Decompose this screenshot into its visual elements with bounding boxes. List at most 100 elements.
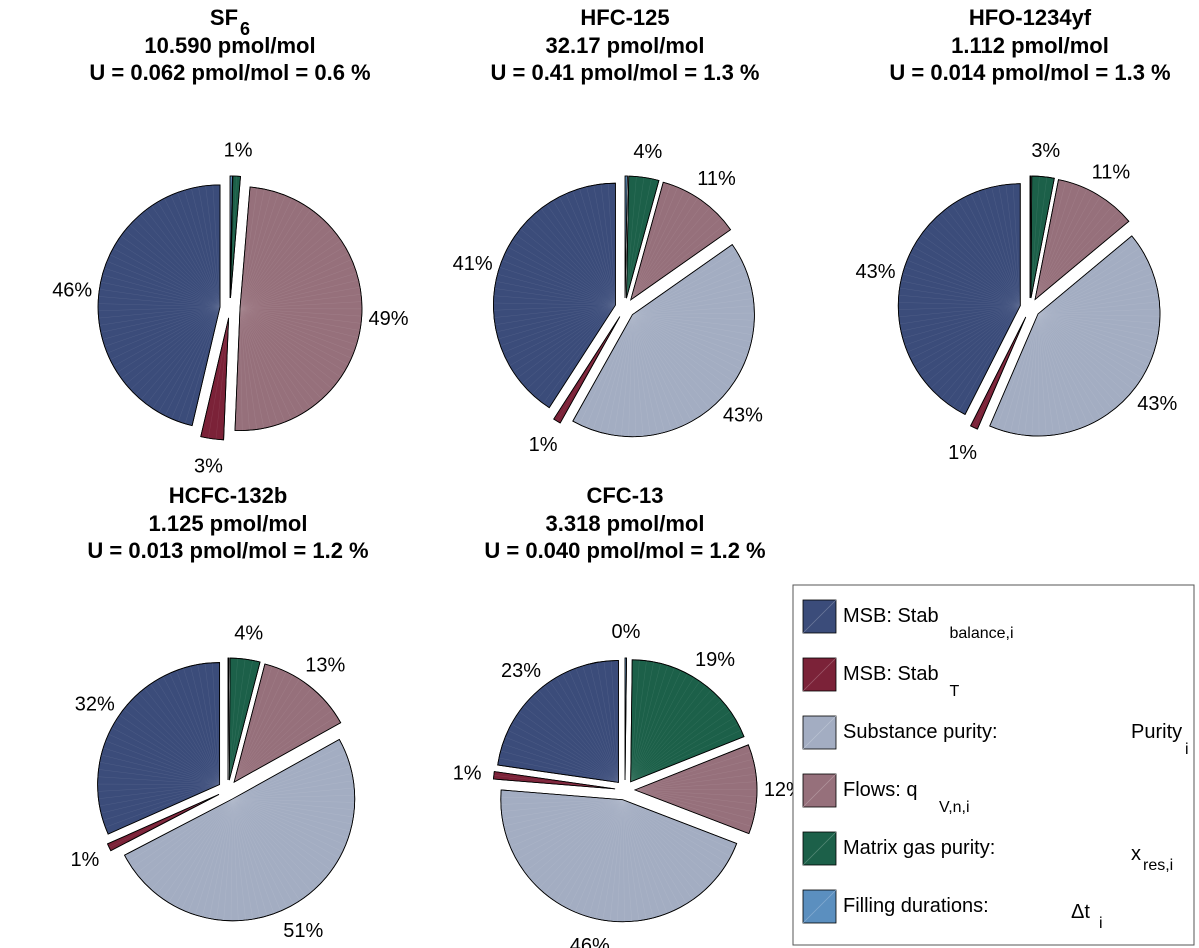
- slice-shading: [1029, 175, 1032, 299]
- pie-label-flows: 11%: [1092, 161, 1131, 183]
- pie-label-matrix-gas-purity: 4%: [633, 141, 662, 163]
- legend-subscript: i: [1185, 741, 1189, 758]
- pie-label-filling-durations: 0%: [612, 621, 641, 643]
- pie-title-value: 10.590 pmol/mol: [144, 33, 315, 58]
- slice-shading: [227, 657, 230, 781]
- pie-label-msb-stab-balance: 46%: [52, 280, 92, 302]
- slice-shading: [630, 181, 732, 301]
- legend-label: MSB: Stab: [843, 663, 939, 685]
- slice-shading: [970, 316, 1027, 430]
- slice-shading: [97, 662, 221, 835]
- pie-label-msb-stab-t: 1%: [948, 442, 977, 464]
- pie-title-uncertainty: U = 0.062 pmol/mol = 0.6 %: [89, 60, 370, 85]
- pie-label-flows: 11%: [697, 168, 736, 190]
- legend-symbol: Δt: [1071, 901, 1090, 923]
- pie-title-name: HFC-125: [580, 5, 669, 30]
- slice-shading: [624, 175, 628, 299]
- pie-label-msb-stab-t: 1%: [70, 849, 99, 871]
- pie-label-msb-stab-t: 1%: [453, 762, 482, 784]
- slice-shading: [497, 660, 619, 783]
- pie-label-flows: 13%: [305, 654, 345, 676]
- slice-shading: [633, 744, 758, 835]
- pie-slice-msb-stab-balance: [897, 183, 1021, 416]
- pie-title-name: HCFC-132b: [169, 483, 288, 508]
- pie-label-matrix-gas-purity: 4%: [234, 623, 263, 645]
- pie-slice-msb-stab-balance: [97, 662, 221, 835]
- legend-label: Substance purity:: [843, 721, 998, 743]
- slice-shading: [200, 317, 230, 441]
- legend-subscript: T: [950, 683, 960, 700]
- pie-label-substance-purity: 43%: [723, 404, 763, 426]
- pie-title-uncertainty: U = 0.41 pmol/mol = 1.3 %: [491, 60, 760, 85]
- pie-title-value: 32.17 pmol/mol: [546, 33, 705, 58]
- legend-item-filling-durations: Filling durations: Δti: [802, 889, 1103, 932]
- slice-shading: [123, 738, 356, 922]
- pie-label-matrix-gas-purity: 19%: [695, 649, 735, 671]
- legend-subscript: V,n,i: [939, 799, 970, 816]
- slice-shading: [553, 316, 621, 424]
- legend-label: Flows: q: [843, 779, 917, 801]
- legend-subscript: i: [1099, 915, 1103, 932]
- slice-shading: [230, 175, 241, 299]
- legend-symbol: x: [1131, 843, 1141, 865]
- legend-symbol: Purity: [1131, 721, 1182, 743]
- legend-label: Matrix gas purity:: [843, 837, 995, 859]
- pie-title-name: HFO-1234yf: [969, 5, 1092, 30]
- pie-title-name: CFC-13: [586, 483, 663, 508]
- slice-shading: [228, 657, 261, 781]
- pie-label-flows: 49%: [369, 308, 409, 330]
- legend-label: MSB: Stab: [843, 605, 939, 627]
- slice-shading: [234, 186, 363, 431]
- pie-label-msb-stab-balance: 43%: [855, 261, 895, 283]
- legend-box: [792, 584, 1195, 946]
- legend: MSB: Stab balance,i MSB: Stab T Substance pu…: [792, 584, 1195, 946]
- pie-label-msb-stab-t: 3%: [194, 455, 223, 477]
- pie-title-value: 3.318 pmol/mol: [546, 511, 705, 536]
- slice-shading: [500, 789, 738, 923]
- legend-subscript: res,i: [1143, 857, 1173, 874]
- slice-shading: [229, 175, 233, 299]
- slice-shading: [897, 183, 1021, 416]
- pie-label-substance-purity: 43%: [1137, 393, 1177, 415]
- slice-shading: [233, 663, 342, 783]
- pie-title-uncertainty: U = 0.040 pmol/mol = 1.2 %: [484, 538, 765, 563]
- pie-label-msb-stab-t: 1%: [529, 434, 558, 456]
- legend-item-msb-stab-t: MSB: Stab T: [802, 657, 960, 700]
- slice-shading: [493, 771, 616, 790]
- pie-label-matrix-gas-purity: 3%: [1031, 140, 1060, 162]
- slice-shading: [106, 793, 220, 852]
- pie-label-msb-stab-balance: 41%: [453, 253, 493, 275]
- pie-label-matrix-gas-purity: 1%: [224, 139, 253, 161]
- pie-label-substance-purity: 46%: [570, 935, 610, 948]
- slice-shading: [1030, 175, 1055, 299]
- legend-subscript: balance,i: [950, 625, 1014, 642]
- legend-label: Filling durations:: [843, 895, 989, 917]
- slice-shading: [989, 235, 1161, 437]
- pie-label-msb-stab-balance: 32%: [75, 693, 115, 715]
- pie-title-value: 1.112 pmol/mol: [951, 33, 1109, 58]
- pie-label-msb-stab-balance: 23%: [501, 660, 541, 682]
- pie-title-name: SF 6: [210, 5, 250, 39]
- slice-shading: [493, 182, 616, 409]
- slice-shading: [630, 659, 745, 783]
- pie-label-substance-purity: 51%: [283, 920, 323, 942]
- pie-title-uncertainty: U = 0.013 pmol/mol = 1.2 %: [87, 538, 368, 563]
- slice-shading: [97, 184, 221, 427]
- slice-shading: [572, 244, 755, 438]
- slice-shading: [626, 175, 660, 299]
- slice-shading: [1034, 179, 1130, 301]
- legend-item-flows: Flows: q V,n,i: [802, 773, 970, 816]
- slice-shading: [624, 657, 627, 781]
- pie-title-uncertainty: U = 0.014 pmol/mol = 1.3 %: [889, 60, 1170, 85]
- legend-item-msb-stab-balance: MSB: Stab balance,i: [802, 599, 1014, 642]
- pie-title-value: 1.125 pmol/mol: [149, 511, 308, 536]
